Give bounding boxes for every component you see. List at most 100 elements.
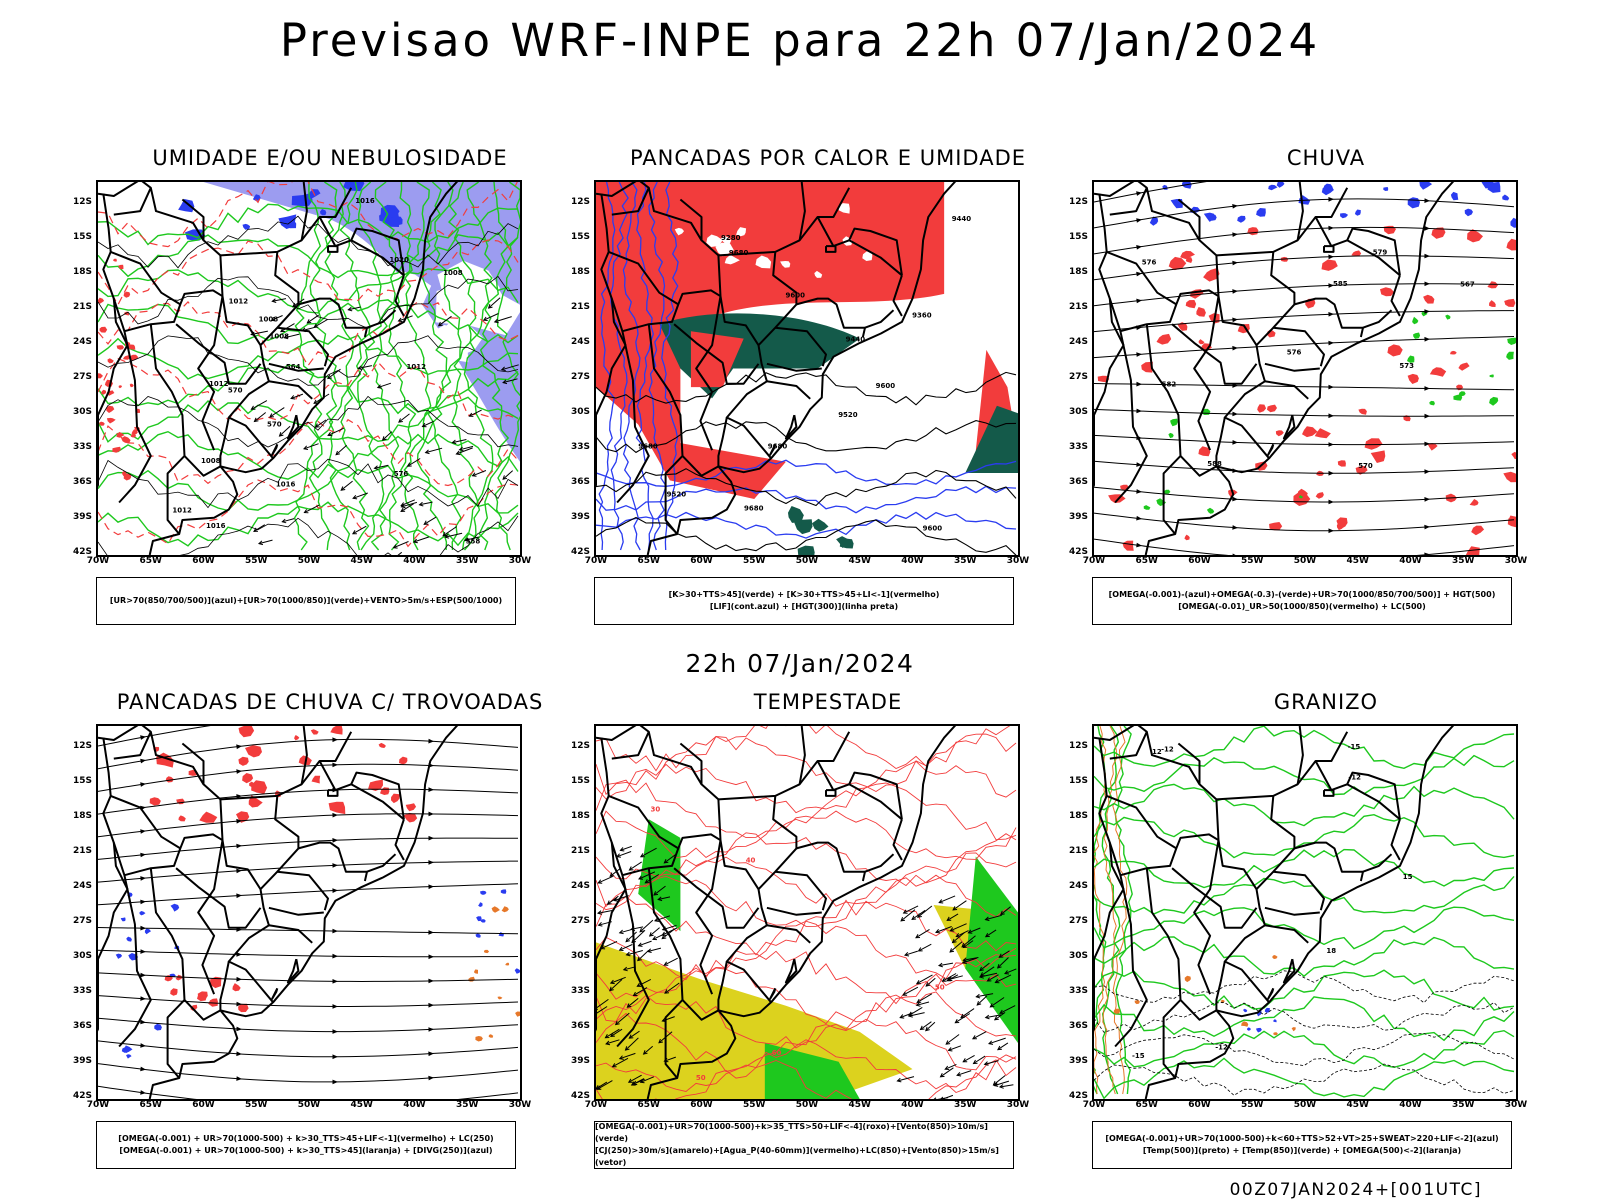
streamline-arrow (236, 893, 242, 899)
streamline-arrow (1424, 497, 1430, 502)
rain-area (1247, 227, 1259, 236)
lat-tick-label: 24S (72, 881, 92, 892)
wind-vector (413, 536, 430, 543)
rain-area (1506, 238, 1516, 251)
streamline-arrow (1232, 496, 1238, 502)
lat-tick-label: 36S (72, 1021, 92, 1032)
lat-tick-label: 15S (570, 232, 590, 243)
wind-vector (925, 977, 936, 987)
lon-tick-label: 35W (954, 556, 977, 566)
lat-tick-label: 39S (570, 512, 590, 523)
lat-tick-label: 30S (570, 951, 590, 962)
temp850-contour (1094, 936, 1515, 978)
thickness-contour (98, 357, 519, 421)
omega-area (1407, 197, 1420, 209)
divergence-area (478, 902, 483, 907)
thickness-contour (106, 417, 116, 424)
panel-title: UMIDADE E/OU NEBULOSIDADE (152, 146, 508, 170)
contour-label: 570 (1358, 462, 1373, 470)
map-plot (98, 726, 520, 1099)
wind-vector (253, 527, 259, 532)
wind-vector (984, 1014, 990, 1020)
streamline-arrow (1328, 225, 1334, 231)
omega-contour (1291, 1027, 1296, 1032)
rain-area (1198, 339, 1205, 345)
wind-vector (605, 1028, 620, 1039)
lat-tick-label: 21S (1068, 302, 1088, 313)
wind-vector (609, 872, 615, 877)
temp850-contour (1094, 813, 1515, 859)
map-frame: 60 50 40 50 30 (594, 724, 1020, 1101)
wind-vector (933, 1097, 937, 1099)
wind-vector (946, 977, 952, 982)
wind-vector (425, 447, 443, 454)
rain-area (1370, 450, 1386, 463)
wind-vector (642, 1050, 648, 1055)
streamline (98, 995, 519, 1007)
height-contour (596, 420, 1017, 454)
lon-tick-label: 70W (584, 1100, 608, 1110)
omega-area (1149, 216, 1159, 226)
wind-vector (640, 1076, 654, 1083)
divergence-area (123, 1045, 133, 1054)
streamline-arrow (332, 953, 338, 959)
wind-vector (916, 913, 922, 918)
thunderstorm-area (238, 726, 255, 738)
wind-vector (904, 951, 910, 957)
rain-area (1504, 298, 1516, 307)
wind-vector (279, 425, 291, 437)
wind-vector (949, 927, 955, 932)
wind-vector (915, 934, 921, 939)
wind-vector (935, 928, 941, 934)
wind-vector (984, 932, 990, 938)
thunderstorm-area (310, 729, 319, 735)
wind-vector (984, 1060, 999, 1065)
wind-vector (925, 982, 931, 987)
map-frame (96, 724, 522, 1101)
lifted-index-contour (661, 182, 679, 551)
thickness-contour (118, 264, 124, 270)
wind-vector (979, 972, 998, 978)
wind-vector (664, 853, 678, 864)
streamline-arrow (332, 863, 338, 868)
streamline-arrow (140, 758, 146, 764)
longitude-axis: 70W 65W 60W 55W 50W 45W 40W 35W 30W (585, 1100, 1029, 1114)
clear-area (736, 227, 747, 237)
streamline-arrow (332, 1054, 338, 1060)
streamline-arrow (428, 1027, 434, 1032)
lat-tick-label: 12S (72, 197, 92, 208)
omega-area (1237, 215, 1246, 223)
humidity-area (242, 223, 251, 230)
wind-vector (442, 531, 448, 537)
clear-area (674, 227, 684, 236)
longitude-axis: 70W 65W 60W 55W 50W 45W 40W 35W 30W (1083, 556, 1527, 570)
streamline-arrow (1232, 525, 1238, 530)
precip-water-contour (596, 1059, 1017, 1099)
omega-area (1445, 314, 1451, 320)
wind-vector (985, 914, 1002, 921)
lon-tick-label: 40W (1399, 1100, 1422, 1110)
streamline-arrow (1136, 542, 1142, 548)
contour-label: 30 (651, 805, 661, 813)
wind-vector (967, 929, 973, 934)
map-frame: 1012 1008 1012 1016 1008 1012 1016 1008 1012 576 5… (96, 180, 522, 557)
wind-vector (629, 861, 642, 871)
omega-area (1487, 182, 1501, 193)
wind-vector (633, 987, 648, 996)
temp500-contour (1094, 1033, 1515, 1067)
contour-label: 9680 (729, 249, 749, 257)
contour-label: 15 (1403, 873, 1413, 881)
humidity-contour (494, 182, 520, 551)
wind-vector (952, 906, 958, 911)
wind-vector (992, 1080, 998, 1086)
thunderstorm-area (474, 969, 478, 974)
streamline-arrow (236, 976, 242, 982)
omega-area (1340, 213, 1349, 219)
wind-vector (444, 534, 450, 539)
omega-area (1489, 374, 1494, 378)
clear-area (378, 328, 458, 382)
wind-vector (976, 995, 988, 1006)
wind-vector (281, 518, 287, 524)
wind-vector (292, 302, 297, 308)
